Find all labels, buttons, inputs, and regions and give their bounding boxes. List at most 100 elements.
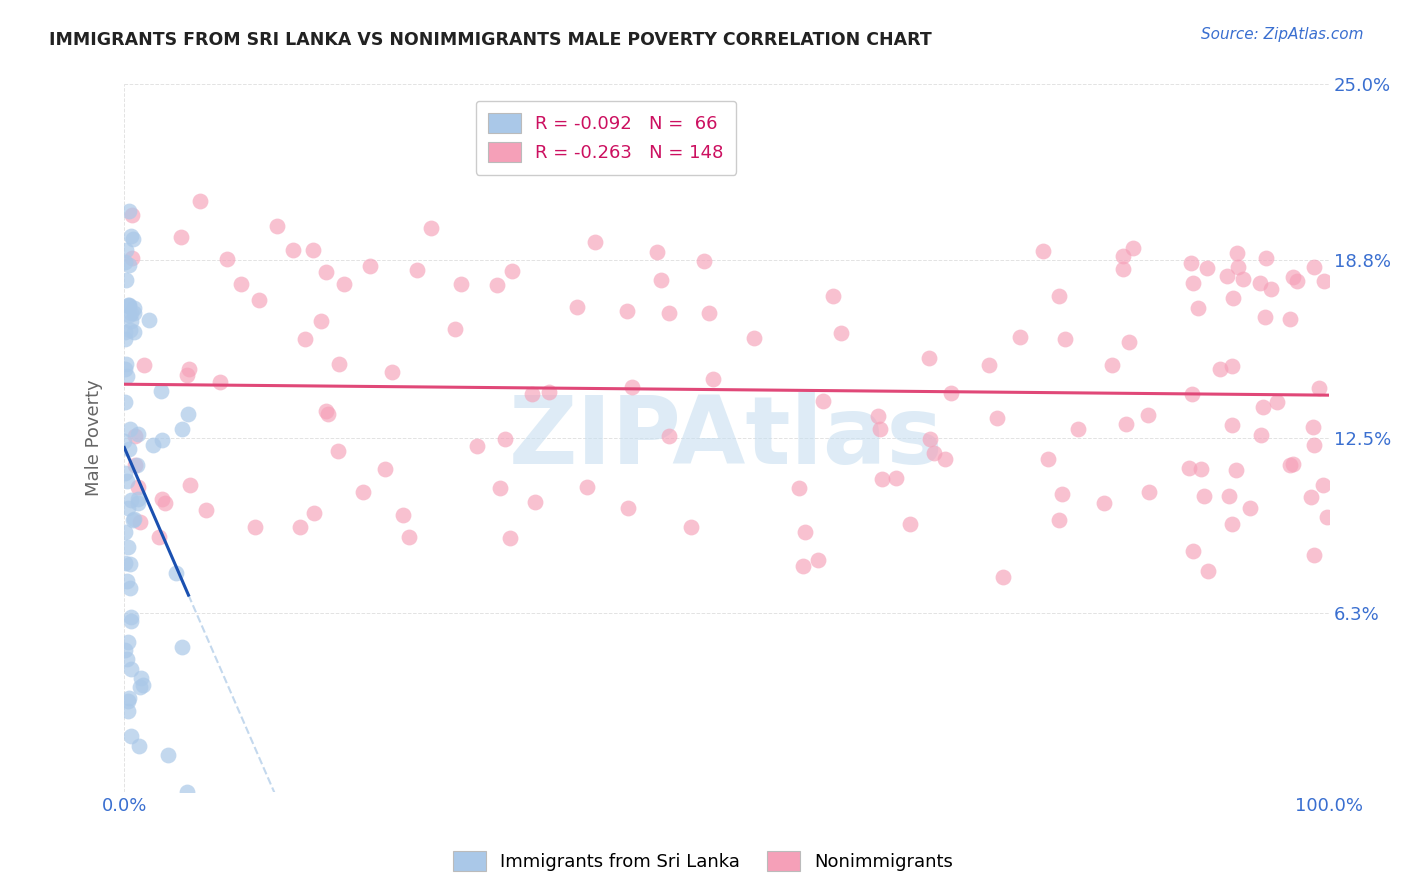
Point — [1299, 491, 1322, 505]
Point — [114, 332, 136, 346]
Point — [117, 297, 139, 311]
Point — [647, 244, 669, 259]
Point — [359, 259, 381, 273]
Point — [1239, 500, 1261, 515]
Point — [658, 306, 681, 320]
Point — [247, 293, 270, 307]
Point — [1250, 427, 1272, 442]
Point — [114, 394, 136, 409]
Point — [114, 325, 136, 339]
Point — [494, 432, 516, 446]
Point — [157, 747, 180, 762]
Point — [120, 306, 142, 320]
Point — [420, 221, 443, 235]
Point — [1180, 256, 1202, 270]
Point — [1232, 272, 1254, 286]
Point — [1137, 408, 1160, 422]
Point — [127, 491, 149, 506]
Point — [114, 254, 136, 268]
Point — [1122, 241, 1144, 255]
Point — [1267, 395, 1289, 409]
Point — [177, 407, 200, 421]
Point — [1209, 362, 1232, 376]
Point — [1036, 452, 1059, 467]
Point — [1249, 277, 1271, 291]
Point — [315, 265, 337, 279]
Point — [290, 520, 312, 534]
Point — [1181, 387, 1204, 401]
Point — [1225, 462, 1247, 476]
Point — [1192, 489, 1215, 503]
Point — [1316, 510, 1339, 524]
Point — [1260, 282, 1282, 296]
Point — [124, 306, 146, 320]
Point — [1115, 417, 1137, 432]
Point — [872, 472, 894, 486]
Point — [170, 230, 193, 244]
Point — [1279, 312, 1302, 326]
Point — [1181, 277, 1204, 291]
Point — [118, 442, 141, 456]
Point — [179, 478, 201, 492]
Point — [243, 520, 266, 534]
Point — [153, 496, 176, 510]
Point — [125, 458, 148, 472]
Point — [658, 428, 681, 442]
Point — [301, 243, 323, 257]
Point — [1181, 543, 1204, 558]
Point — [127, 480, 149, 494]
Point — [1282, 270, 1305, 285]
Point — [117, 694, 139, 708]
Point — [792, 559, 814, 574]
Point — [150, 384, 173, 399]
Point — [1226, 260, 1249, 274]
Point — [821, 289, 844, 303]
Point — [132, 677, 155, 691]
Point — [1047, 289, 1070, 303]
Y-axis label: Male Poverty: Male Poverty — [86, 380, 103, 497]
Point — [195, 503, 218, 517]
Point — [120, 492, 142, 507]
Point — [120, 662, 142, 676]
Point — [328, 443, 350, 458]
Point — [120, 422, 142, 436]
Point — [120, 228, 142, 243]
Point — [117, 635, 139, 649]
Point — [118, 581, 141, 595]
Point — [884, 471, 907, 485]
Text: IMMIGRANTS FROM SRI LANKA VS NONIMMIGRANTS MALE POVERTY CORRELATION CHART: IMMIGRANTS FROM SRI LANKA VS NONIMMIGRAN… — [49, 31, 932, 49]
Point — [352, 485, 374, 500]
Point — [1251, 400, 1274, 414]
Point — [934, 452, 956, 467]
Point — [1010, 330, 1032, 344]
Point — [1313, 274, 1336, 288]
Point — [1254, 251, 1277, 265]
Point — [583, 235, 606, 249]
Point — [1220, 516, 1243, 531]
Point — [1101, 358, 1123, 372]
Point — [465, 439, 488, 453]
Point — [128, 739, 150, 753]
Point — [114, 556, 136, 570]
Point — [1225, 245, 1247, 260]
Point — [318, 408, 340, 422]
Point — [114, 466, 136, 480]
Point — [986, 411, 1008, 425]
Point — [405, 263, 427, 277]
Point — [117, 705, 139, 719]
Point — [120, 323, 142, 337]
Point — [917, 351, 939, 366]
Point — [118, 258, 141, 272]
Point — [794, 524, 817, 539]
Point — [121, 209, 143, 223]
Point — [920, 433, 942, 447]
Point — [302, 506, 325, 520]
Point — [1053, 333, 1076, 347]
Point — [114, 525, 136, 540]
Point — [1050, 487, 1073, 501]
Point — [115, 474, 138, 488]
Point — [124, 458, 146, 472]
Point — [787, 481, 810, 495]
Point — [1047, 513, 1070, 527]
Point — [138, 312, 160, 326]
